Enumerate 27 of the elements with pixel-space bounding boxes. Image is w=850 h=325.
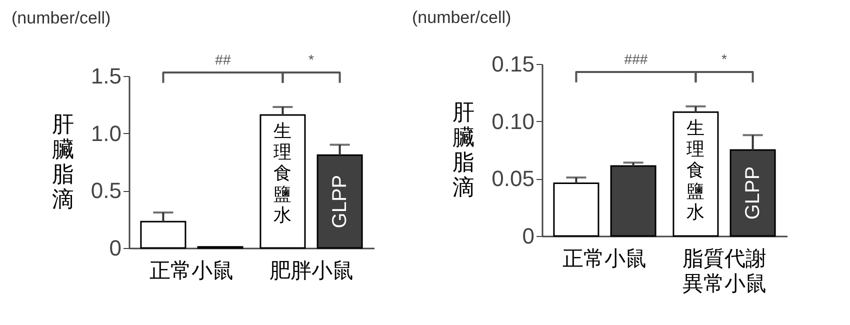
text: *	[308, 52, 315, 68]
x-tick-label: 正常小鼠	[150, 260, 234, 282]
y-tick-label: 0	[109, 236, 122, 260]
y-tick-label: 0.15	[492, 52, 534, 76]
bar	[553, 182, 600, 237]
chart-subtitle: (number/cell)	[12, 8, 111, 28]
series-label: 生理食鹽水	[686, 118, 705, 222]
y-tick-label: 0.10	[492, 108, 534, 134]
annotation: *	[722, 51, 728, 68]
annotation: ###	[624, 51, 648, 68]
bar	[260, 114, 306, 249]
x-tick-label: 肥胖小鼠	[269, 260, 354, 282]
chart-subtitle: (number/cell)	[412, 8, 512, 27]
y-tick-label: 1.0	[90, 120, 122, 146]
x-tick-label: 脂質代謝異常小鼠	[682, 248, 766, 296]
y-tick-label: 0	[522, 224, 534, 248]
series-label: GLPP	[328, 174, 351, 228]
y-tick-label: 0.5	[90, 178, 122, 204]
text: ##	[215, 52, 231, 68]
y-axis-title: 肝臟脂滴	[52, 112, 74, 212]
y-tick-label: 1.5	[90, 64, 122, 88]
bar	[140, 220, 186, 249]
y-tick-label: 0.05	[492, 166, 534, 192]
y-axis-title: 肝臟脂滴	[452, 100, 474, 200]
x-tick-label: 正常小鼠	[562, 248, 647, 270]
series-label: 生理食鹽水	[274, 120, 292, 225]
series-label: GLPP	[742, 166, 764, 220]
